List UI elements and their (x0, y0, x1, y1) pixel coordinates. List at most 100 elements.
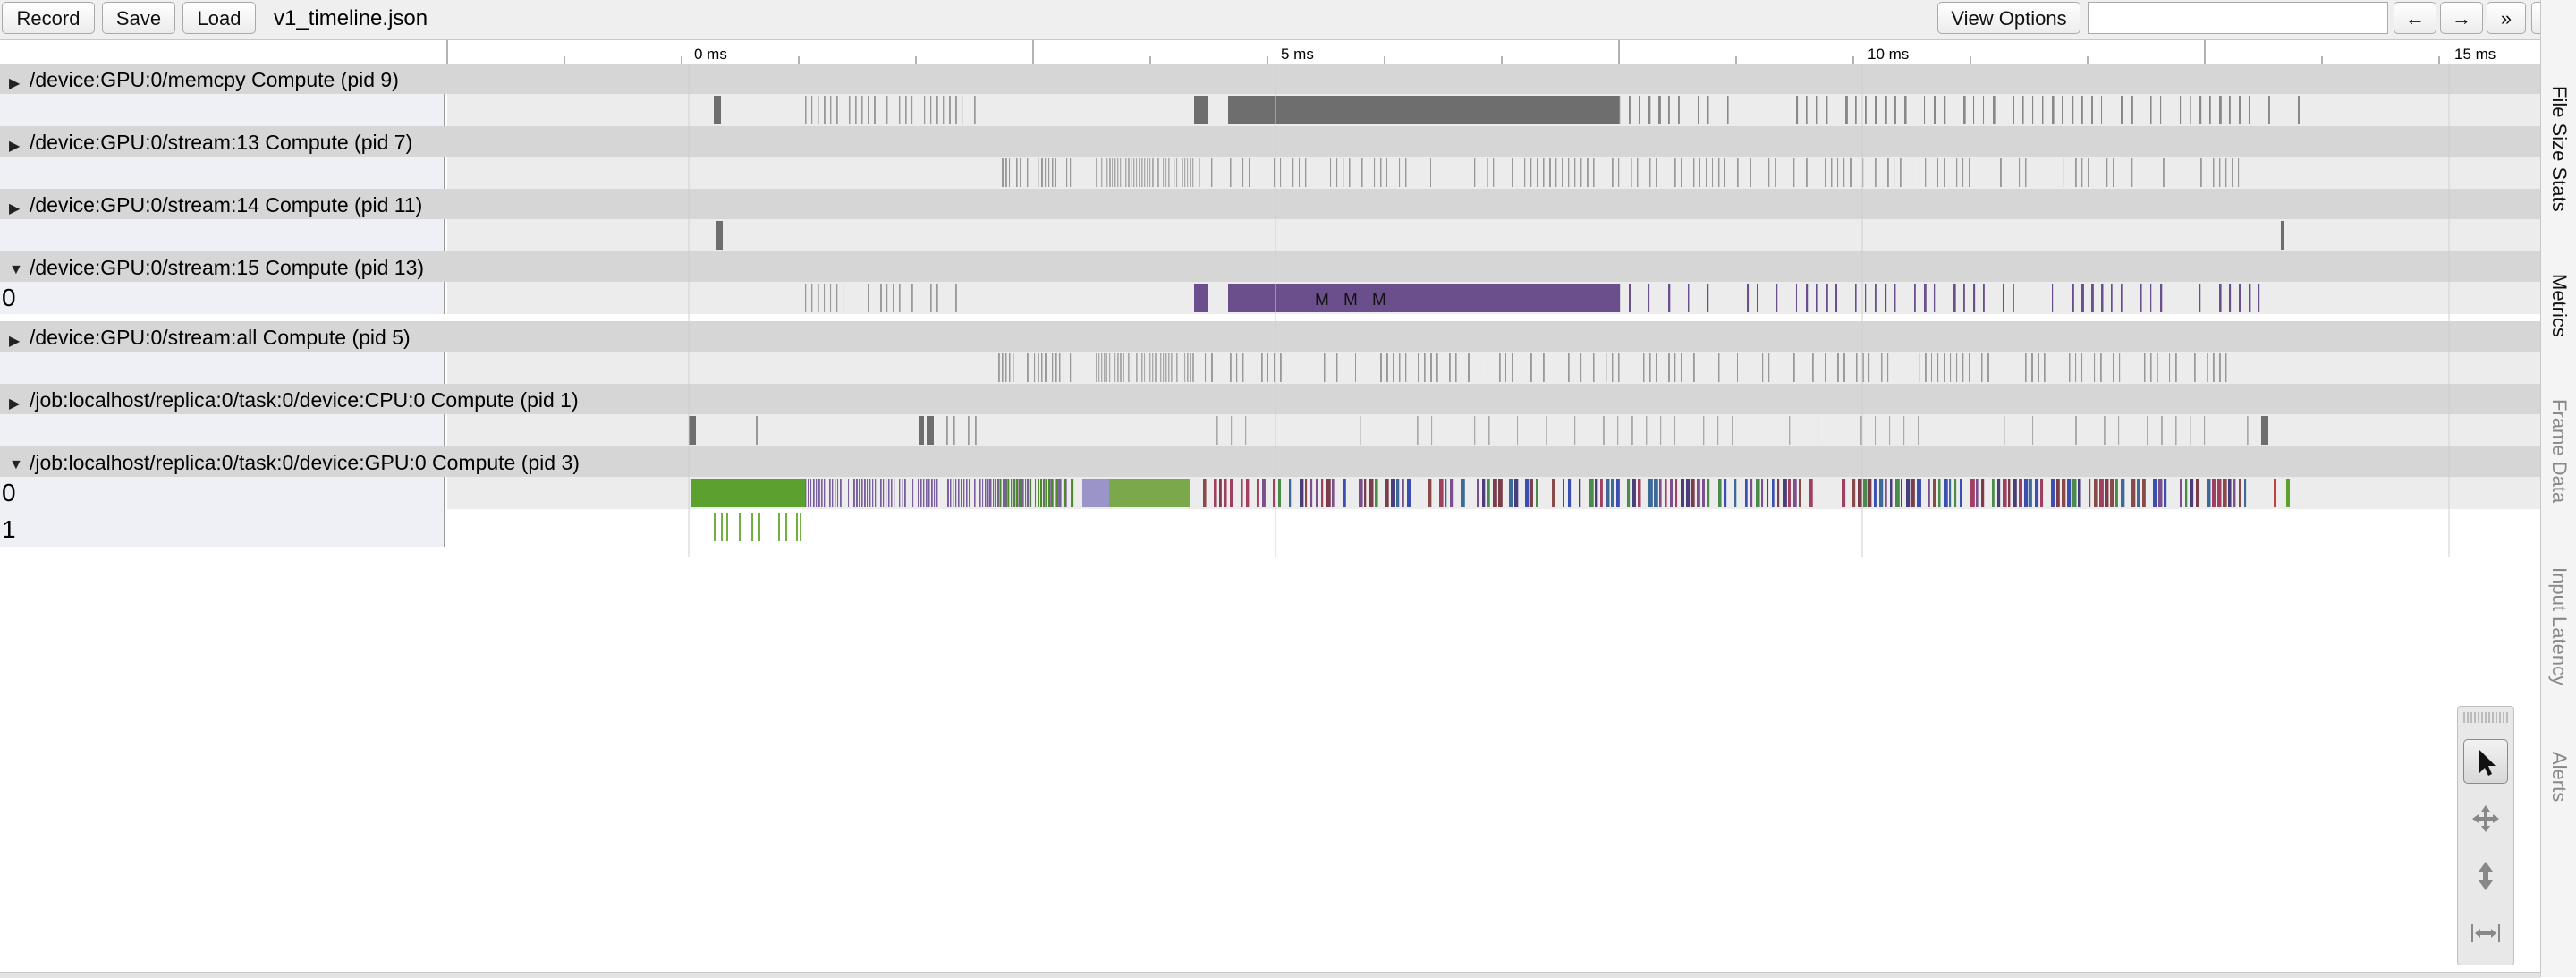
trace-slice[interactable] (1016, 479, 1018, 507)
trace-slice[interactable] (2062, 479, 2066, 507)
trace-slice[interactable] (1768, 158, 1770, 187)
trace-slice[interactable] (2207, 479, 2211, 507)
trace-slice[interactable] (1300, 479, 1304, 507)
trace-slice[interactable] (726, 513, 728, 541)
trace-slice[interactable] (2219, 96, 2222, 124)
trace-slice[interactable] (2137, 479, 2140, 507)
trace-slice[interactable] (1699, 158, 1700, 187)
trace-slice[interactable] (1885, 284, 1887, 312)
trace-slice[interactable] (955, 284, 957, 312)
trace-slice[interactable] (1171, 353, 1173, 382)
trace-slice[interactable] (1299, 158, 1301, 187)
trace-slice[interactable] (1911, 479, 1915, 507)
trace-slice[interactable] (943, 96, 945, 124)
trace-slice[interactable] (1112, 158, 1114, 187)
trace-slice[interactable] (1360, 416, 1361, 445)
trace-slice[interactable] (2094, 479, 2098, 507)
trace-slice[interactable] (1762, 353, 1764, 382)
trace-slice[interactable] (2163, 158, 2165, 187)
trace-slice[interactable] (1789, 416, 1791, 445)
trace-slice[interactable] (953, 416, 955, 445)
process-header-stream-14[interactable]: ▶ /device:GPU:0/stream:14 Compute (pid 1… (0, 189, 2540, 219)
process-track-stream-13[interactable] (0, 157, 2540, 189)
trace-slice[interactable] (1997, 479, 2001, 507)
trace-slice[interactable] (1568, 479, 1572, 507)
trace-slice[interactable] (1917, 479, 1921, 507)
trace-slice[interactable] (805, 479, 807, 507)
trace-slice[interactable] (1924, 96, 1926, 124)
trace-slice[interactable] (1796, 284, 1798, 312)
drag-handle-icon[interactable] (2463, 712, 2508, 723)
trace-slice[interactable] (716, 221, 723, 250)
trace-slice[interactable] (1674, 416, 1676, 445)
trace-slice[interactable] (1981, 479, 1985, 507)
trace-slice[interactable] (1246, 479, 1250, 507)
trace-slice[interactable] (1022, 479, 1024, 507)
trace-slice[interactable] (2158, 479, 2163, 507)
trace-slice[interactable] (855, 96, 857, 124)
trace-slice[interactable] (1025, 479, 1027, 507)
trace-slice[interactable] (1944, 96, 1946, 124)
trace-slice[interactable] (1000, 479, 1002, 507)
trace-slice[interactable] (2101, 96, 2103, 124)
timeline-tracks[interactable]: ▶ /device:GPU:0/memcpy Compute (pid 9) ▶… (0, 64, 2540, 557)
trace-slice[interactable] (1698, 96, 1699, 124)
trace-slice[interactable] (836, 284, 838, 312)
trace-slice[interactable] (1436, 353, 1438, 382)
trace-slice[interactable] (2075, 416, 2077, 445)
trace-slice[interactable] (1049, 479, 1051, 507)
trace-slice[interactable] (813, 479, 815, 507)
trace-slice[interactable] (1885, 96, 1887, 124)
trace-slice[interactable] (1858, 479, 1862, 507)
trace-slice[interactable] (721, 513, 723, 541)
trace-slice[interactable] (1617, 416, 1619, 445)
trace-slice[interactable] (2229, 96, 2231, 124)
trace-slice[interactable] (1868, 353, 1870, 382)
trace-slice[interactable] (1993, 96, 1996, 124)
trace-slice[interactable] (1761, 479, 1764, 507)
trace-slice[interactable] (1120, 158, 1122, 187)
track-area[interactable] (447, 509, 2540, 547)
trace-slice[interactable] (1855, 96, 1857, 124)
trace-slice[interactable] (1638, 479, 1641, 507)
trace-slice[interactable] (1407, 479, 1411, 507)
trace-slice[interactable] (1707, 284, 1709, 312)
trace-slice[interactable] (1639, 96, 1640, 124)
trace-slice[interactable] (1924, 284, 1927, 312)
trace-slice[interactable] (1038, 353, 1039, 382)
trace-slice[interactable] (1960, 479, 1962, 507)
trace-slice[interactable] (1904, 96, 1907, 124)
trace-slice[interactable] (1674, 353, 1676, 382)
trace-slice[interactable] (1777, 479, 1780, 507)
trace-slice[interactable] (1487, 479, 1490, 507)
trace-slice[interactable] (1468, 353, 1470, 382)
trace-slice[interactable] (1230, 353, 1232, 382)
trace-slice[interactable] (1707, 96, 1709, 124)
select-mode-button[interactable] (2463, 739, 2508, 784)
trace-slice[interactable] (1231, 416, 1233, 445)
trace-slice[interactable] (1385, 479, 1389, 507)
trace-slice[interactable] (1530, 479, 1533, 507)
trace-slice[interactable] (2052, 96, 2055, 124)
trace-slice[interactable] (1430, 353, 1432, 382)
view-options-button[interactable]: View Options (1937, 2, 2080, 34)
collapse-toggle-icon[interactable]: ▶ (9, 396, 21, 412)
trace-slice[interactable] (1969, 353, 1970, 382)
trace-slice[interactable] (2131, 96, 2133, 124)
trace-slice[interactable] (2258, 284, 2260, 312)
trace-slice[interactable] (853, 479, 855, 507)
trace-slice[interactable] (968, 416, 970, 445)
trace-slice[interactable] (818, 479, 820, 507)
trace-slice[interactable] (1775, 158, 1776, 187)
trace-slice[interactable] (2161, 416, 2163, 445)
trace-slice[interactable] (1045, 158, 1046, 187)
trace-slice[interactable] (1937, 353, 1939, 382)
expand-toggle-icon[interactable]: ▼ (9, 262, 23, 277)
trace-slice[interactable] (1512, 353, 1513, 382)
trace-slice[interactable] (1656, 158, 1657, 187)
expand-toggle-icon[interactable]: ▼ (9, 457, 23, 472)
trace-slice[interactable] (1737, 353, 1739, 382)
trace-slice[interactable] (1386, 158, 1388, 187)
trace-slice[interactable] (1070, 353, 1072, 382)
trace-slice[interactable] (2062, 96, 2063, 124)
